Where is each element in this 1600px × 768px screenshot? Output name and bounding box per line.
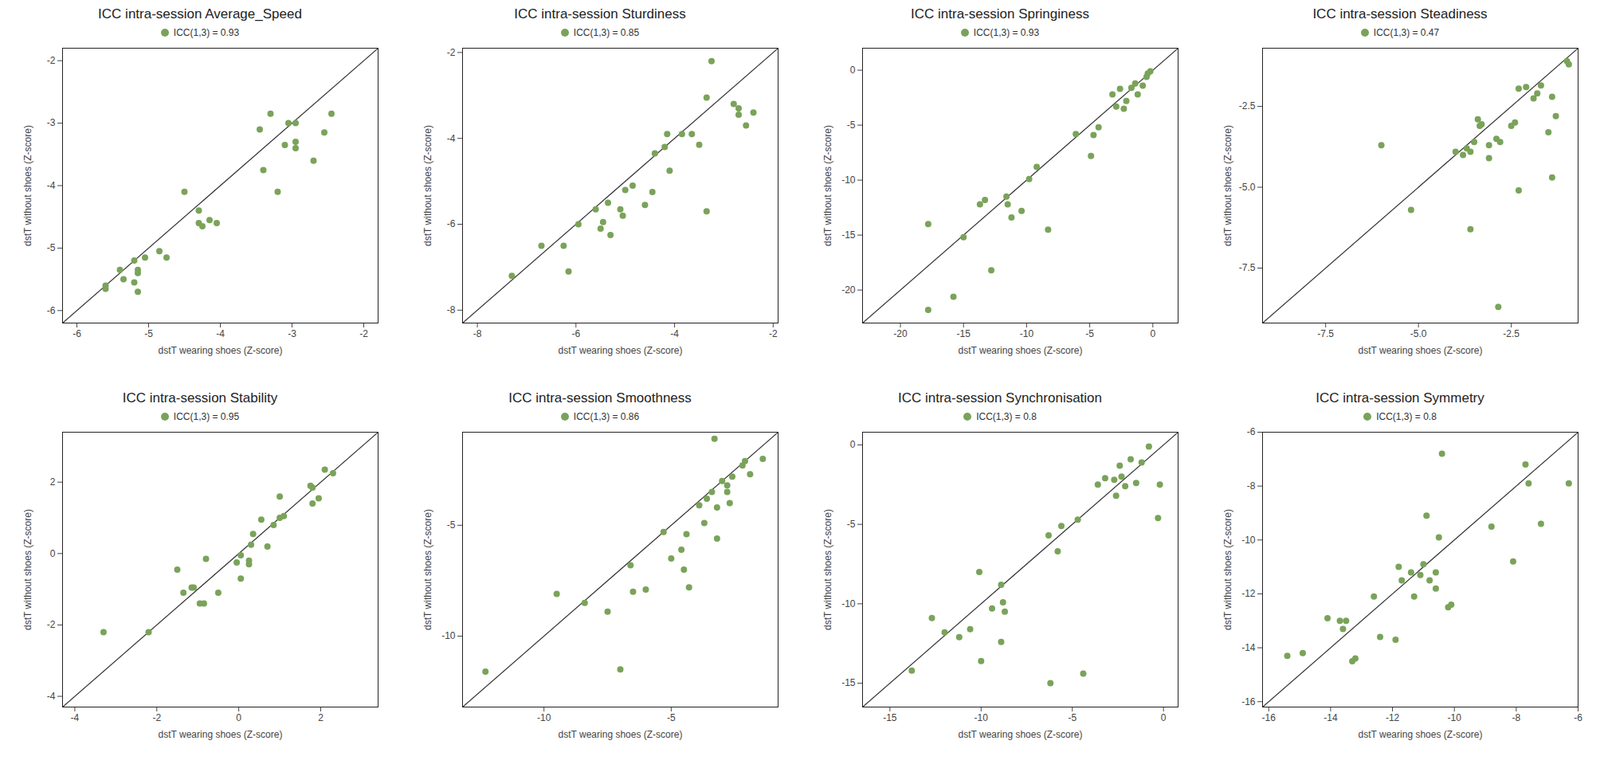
svg-text:-5: -5 [1085,328,1095,340]
svg-text:0: 0 [235,712,242,724]
svg-text:-3: -3 [47,117,56,129]
svg-text:-7.5: -7.5 [1239,262,1256,274]
svg-text:-2.5: -2.5 [1502,328,1520,340]
svg-text:-6: -6 [1573,712,1583,724]
svg-text:-10: -10 [974,712,989,724]
svg-text:-5: -5 [447,519,456,531]
html-text:ICC(1,3) = 0.47: ICC(1,3) = 0.47 [1373,27,1440,39]
svg-text:-6: -6 [1247,426,1256,438]
svg-text:-2: -2 [47,54,56,67]
html-text:ICC intra-session Springiness: ICC intra-session Springiness [910,6,1090,22]
html-text:ICC intra-session Symmetry: ICC intra-session Symmetry [1315,390,1485,406]
svg-text:-5: -5 [47,242,56,254]
svg-text:-15: -15 [841,677,856,689]
svg-text:-10: -10 [1241,534,1256,546]
svg-text:-16: -16 [1241,696,1256,708]
svg-text:-4: -4 [670,328,679,340]
svg-text:dstT without shoes (Z-score): dstT without shoes (Z-score) [422,509,434,631]
svg-text:0: 0 [850,64,856,76]
svg-text:-2: -2 [447,47,456,59]
svg-text:-4: -4 [215,328,225,340]
svg-text:-5.0: -5.0 [1239,181,1256,193]
svg-text:-10: -10 [841,174,856,186]
svg-text:dstT without shoes (Z-score): dstT without shoes (Z-score) [1222,509,1234,631]
svg-text:-2: -2 [152,712,161,724]
svg-text:-2.5: -2.5 [1239,100,1256,112]
svg-text:-10: -10 [1019,328,1035,340]
svg-text:-10: -10 [841,598,856,610]
svg-text:-5.0: -5.0 [1410,328,1428,340]
svg-text:-8: -8 [1247,480,1256,492]
html-text:ICC intra-session Sturdiness: ICC intra-session Sturdiness [514,6,686,22]
svg-text:-6: -6 [571,328,581,340]
svg-text:-5: -5 [666,712,676,724]
svg-text:-10: -10 [537,712,552,724]
svg-text:dstT wearing shoes (Z-score): dstT wearing shoes (Z-score) [958,345,1083,357]
svg-text:dstT without shoes (Z-score): dstT without shoes (Z-score) [822,509,834,631]
svg-text:-5: -5 [847,119,856,131]
svg-text:dstT without shoes (Z-score): dstT without shoes (Z-score) [422,125,434,247]
svg-text:-2: -2 [47,619,56,631]
svg-text:-4: -4 [70,712,80,724]
svg-text:0: 0 [1160,712,1167,724]
svg-text:2: 2 [317,712,324,724]
svg-text:0: 0 [50,548,56,560]
svg-text:dstT wearing shoes (Z-score): dstT wearing shoes (Z-score) [158,729,283,741]
svg-text:-12: -12 [1241,588,1256,600]
svg-text:-10: -10 [1447,712,1463,724]
svg-text:dstT without shoes (Z-score): dstT without shoes (Z-score) [822,125,834,247]
svg-text:-8: -8 [1512,712,1522,724]
html-text:ICC(1,3) = 0.93: ICC(1,3) = 0.93 [173,27,240,39]
svg-text:-2: -2 [768,328,778,340]
svg-text:-5: -5 [1067,712,1077,724]
svg-text:-15: -15 [841,229,856,241]
html-text:ICC(1,3) = 0.95: ICC(1,3) = 0.95 [173,411,240,423]
svg-text:dstT wearing shoes (Z-score): dstT wearing shoes (Z-score) [558,729,683,741]
svg-text:dstT wearing shoes (Z-score): dstT wearing shoes (Z-score) [558,345,683,357]
svg-text:0: 0 [1149,328,1156,340]
svg-text:dstT without shoes (Z-score): dstT without shoes (Z-score) [22,125,34,247]
svg-text:-14: -14 [1323,712,1338,724]
html-text:ICC intra-session Synchronisat: ICC intra-session Synchronisation [898,390,1102,406]
html-text:ICC intra-session Stability: ICC intra-session Stability [122,390,278,406]
svg-text:-8: -8 [473,328,483,340]
svg-text:dstT without shoes (Z-score): dstT without shoes (Z-score) [22,509,34,631]
html-text:ICC(1,3) = 0.93: ICC(1,3) = 0.93 [973,27,1040,39]
svg-text:-10: -10 [441,630,456,642]
svg-text:-2: -2 [359,328,369,340]
svg-text:-6: -6 [72,328,82,340]
svg-text:dstT wearing shoes (Z-score): dstT wearing shoes (Z-score) [958,729,1083,741]
html-text:ICC(1,3) = 0.8: ICC(1,3) = 0.8 [976,411,1037,423]
svg-text:-8: -8 [447,304,456,316]
svg-text:dstT wearing shoes (Z-score): dstT wearing shoes (Z-score) [1358,729,1483,741]
svg-text:2: 2 [50,476,56,488]
svg-text:dstT wearing shoes (Z-score): dstT wearing shoes (Z-score) [158,345,283,357]
html-text:ICC intra-session Steadiness: ICC intra-session Steadiness [1312,6,1488,22]
svg-text:-6: -6 [47,305,56,317]
html-text:ICC intra-session Average_Spee: ICC intra-session Average_Speed [98,6,302,22]
html-text:ICC(1,3) = 0.8: ICC(1,3) = 0.8 [1376,411,1437,423]
svg-text:-4: -4 [47,180,56,192]
svg-text:0: 0 [850,439,856,451]
svg-text:-4: -4 [447,133,456,145]
svg-text:-16: -16 [1262,712,1277,724]
svg-text:-20: -20 [893,328,908,340]
svg-text:-15: -15 [882,712,898,724]
svg-text:-4: -4 [47,690,56,702]
html-text:ICC(1,3) = 0.86: ICC(1,3) = 0.86 [573,411,640,423]
svg-text:-20: -20 [841,284,856,296]
svg-text:-6: -6 [447,218,456,230]
svg-text:dstT wearing shoes (Z-score): dstT wearing shoes (Z-score) [1358,345,1483,357]
svg-text:-15: -15 [956,328,972,340]
html-text:ICC(1,3) = 0.85: ICC(1,3) = 0.85 [573,27,640,39]
svg-text:-3: -3 [287,328,297,340]
html-text:ICC intra-session Smoothness: ICC intra-session Smoothness [508,390,692,406]
svg-text:-7.5: -7.5 [1317,328,1334,340]
svg-text:-5: -5 [144,328,153,340]
svg-text:-14: -14 [1241,642,1256,654]
svg-text:-5: -5 [847,518,856,530]
svg-text:-12: -12 [1385,712,1400,724]
svg-text:dstT without shoes (Z-score): dstT without shoes (Z-score) [1222,125,1234,247]
